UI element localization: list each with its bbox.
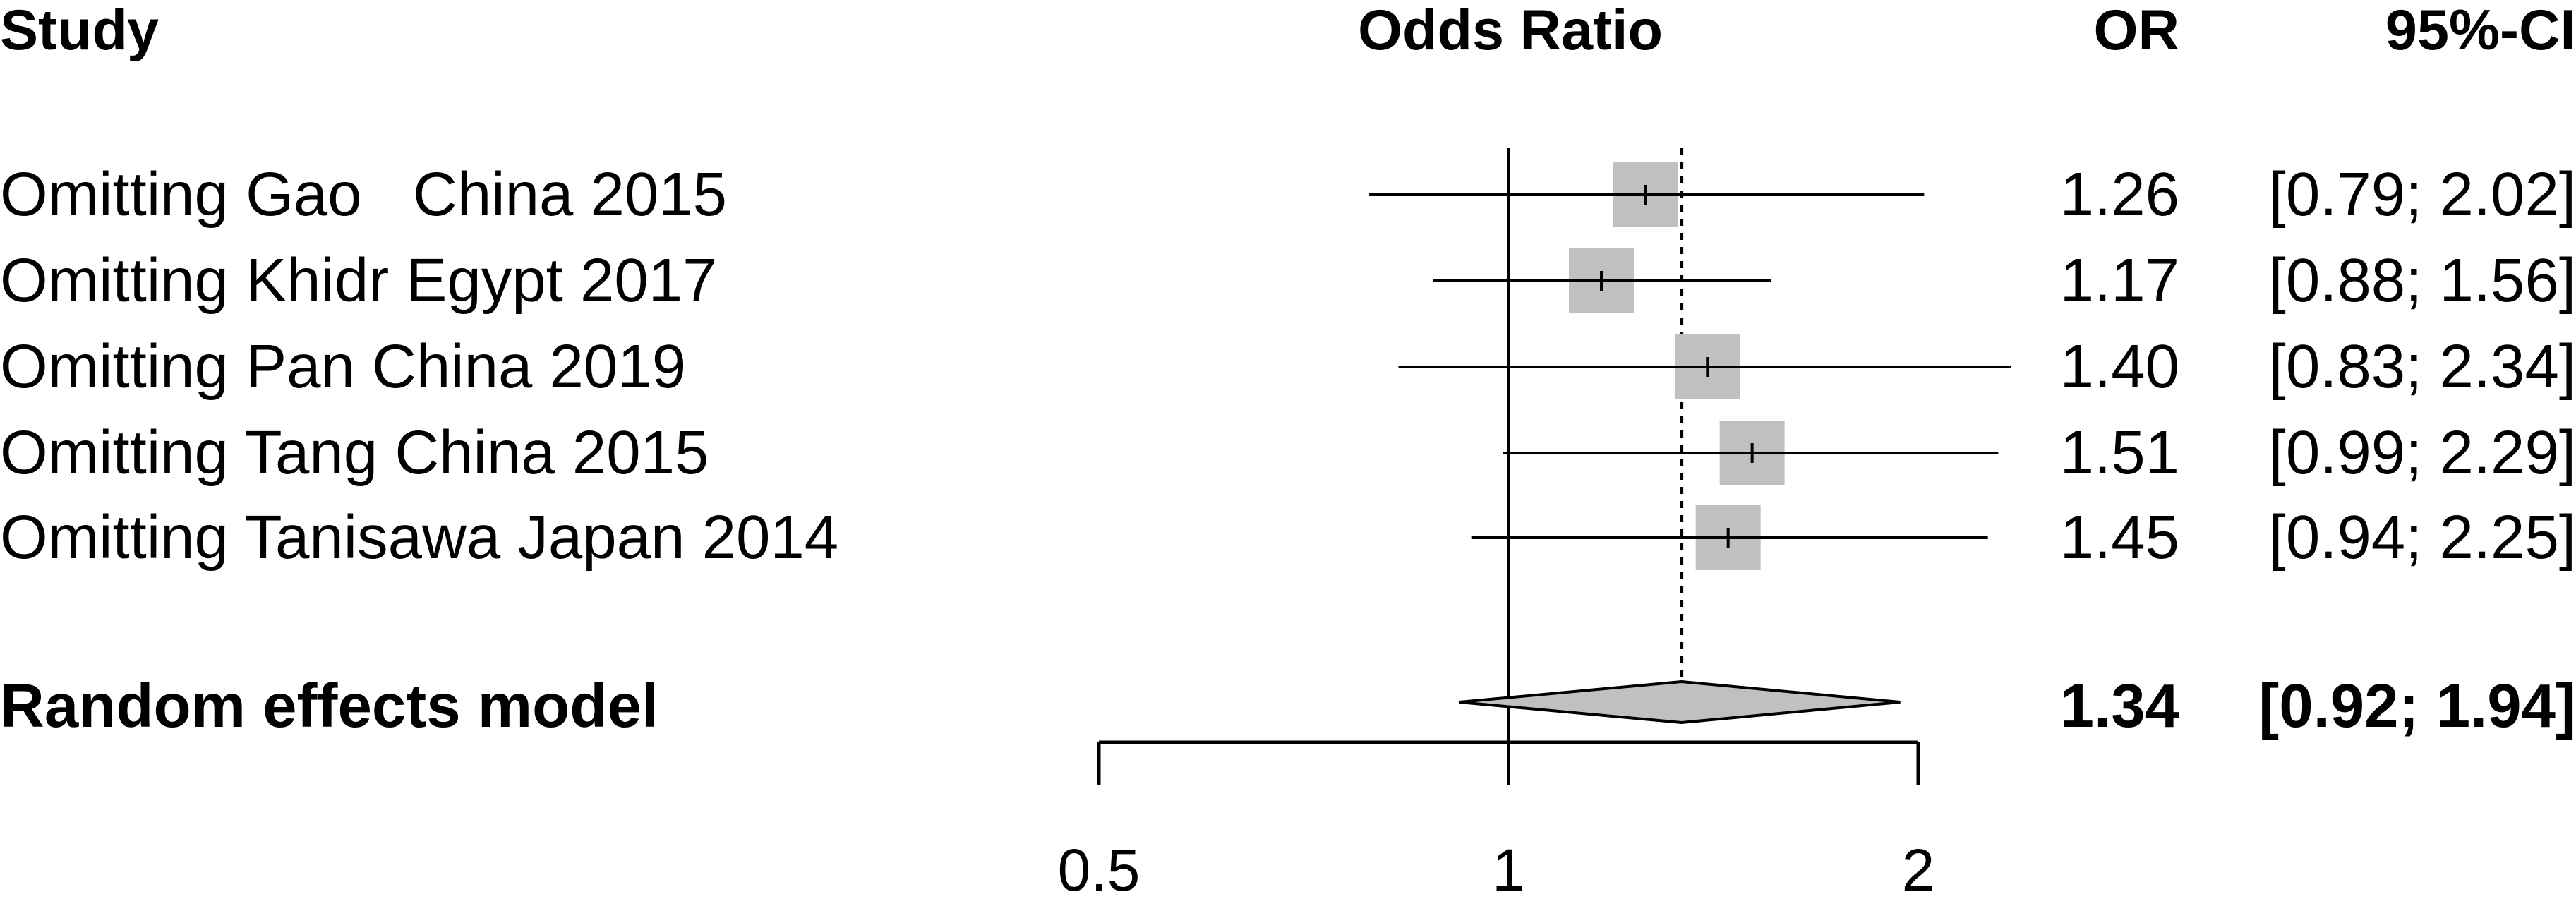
study-label-4: Omitting Tang China 2015 bbox=[0, 418, 709, 487]
study-or-4: 1.51 bbox=[2060, 418, 2179, 487]
study-or-3: 1.40 bbox=[2060, 332, 2179, 401]
summary-label: Random effects model bbox=[0, 672, 658, 740]
x-tick-label-0.5: 0.5 bbox=[1058, 837, 1140, 899]
study-label-5: Omitting Tanisawa Japan 2014 bbox=[0, 503, 838, 572]
summary-or: 1.34 bbox=[2060, 672, 2179, 740]
study-ci-3: [0.83; 2.34] bbox=[2269, 332, 2576, 401]
study-or-5: 1.45 bbox=[2060, 503, 2179, 572]
study-label-2: Omitting Khidr Egypt 2017 bbox=[0, 246, 717, 315]
x-tick-label-1: 1 bbox=[1492, 837, 1525, 899]
study-ci-1: [0.79; 2.02] bbox=[2269, 160, 2576, 229]
study-label-1: Omitting Gao China 2015 bbox=[0, 160, 727, 229]
study-ci-4: [0.99; 2.29] bbox=[2269, 418, 2576, 487]
header-study: Study bbox=[0, 0, 159, 62]
study-ci-5: [0.94; 2.25] bbox=[2269, 503, 2576, 572]
study-or-1: 1.26 bbox=[2060, 160, 2179, 229]
study-or-2: 1.17 bbox=[2060, 246, 2179, 315]
header-odds-ratio: Odds Ratio bbox=[1358, 0, 1663, 62]
study-ci-2: [0.88; 1.56] bbox=[2269, 246, 2576, 315]
study-label-3: Omitting Pan China 2019 bbox=[0, 332, 686, 401]
header-or: OR bbox=[2094, 0, 2180, 62]
x-tick-label-2: 2 bbox=[1902, 837, 1935, 899]
header-ci: 95%-CI bbox=[2385, 0, 2576, 62]
summary-ci: [0.92; 1.94] bbox=[2258, 672, 2576, 740]
summary-diamond bbox=[1459, 680, 1901, 725]
